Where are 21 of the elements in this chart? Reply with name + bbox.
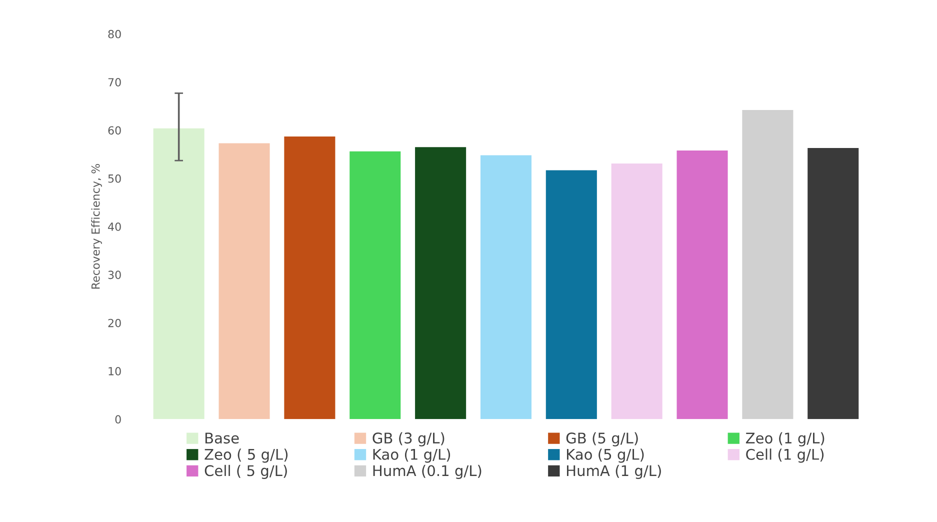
legend-label: Base (205, 432, 239, 444)
y-tick-label: 30 (108, 270, 121, 280)
y-tick-label: 60 (108, 126, 121, 135)
legend-label: Cell ( 5 g/L) (204, 464, 287, 480)
legend-label: HumA (0.1 g/L) (373, 464, 482, 480)
legend-label: Zeo ( 5 g/L) (204, 448, 288, 463)
legend-label: Cell (1 g/L) (746, 448, 824, 463)
legend-label: Kao (1 g/L) (373, 448, 450, 463)
y-tick-label: 40 (108, 222, 121, 231)
legend-label: HumA (1 g/L) (567, 464, 661, 480)
legend-label: GB (5 g/L) (566, 432, 638, 446)
y-tick-label: 10 (108, 366, 121, 376)
legend-label: Kao (5 g/L) (567, 448, 644, 463)
y-axis-title: Recovery Efficiency, % (91, 164, 102, 289)
y-tick-label: 70 (108, 78, 121, 86)
y-tick-label: 50 (108, 174, 121, 183)
legend-label: Zeo (1 g/L) (746, 432, 824, 446)
y-tick-label: 20 (108, 318, 121, 328)
legend-label: GB (3 g/L) (372, 432, 444, 446)
y-tick-label: 0 (115, 415, 121, 424)
y-tick-label: 80 (108, 30, 121, 38)
